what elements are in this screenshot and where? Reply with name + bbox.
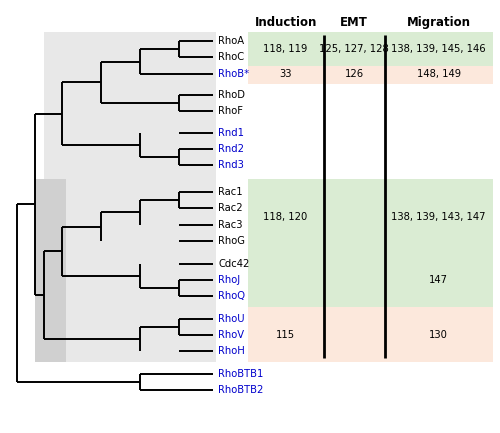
Bar bbox=[34, 179, 216, 362]
Text: Induction: Induction bbox=[254, 16, 317, 29]
Text: RhoF: RhoF bbox=[218, 107, 244, 116]
Text: RhoU: RhoU bbox=[218, 313, 245, 323]
Text: RhoA: RhoA bbox=[218, 36, 244, 46]
Text: RhoV: RhoV bbox=[218, 330, 244, 340]
Text: 138, 139, 145, 146: 138, 139, 145, 146 bbox=[392, 44, 486, 55]
Text: Rac1: Rac1 bbox=[218, 187, 243, 197]
Text: RhoC: RhoC bbox=[218, 52, 244, 62]
Text: Rac2: Rac2 bbox=[218, 204, 243, 213]
Text: RhoG: RhoG bbox=[218, 236, 246, 246]
Text: Rnd3: Rnd3 bbox=[218, 160, 244, 170]
Text: Rnd1: Rnd1 bbox=[218, 128, 244, 138]
Bar bbox=[66, 179, 216, 252]
Text: RhoJ: RhoJ bbox=[218, 275, 240, 285]
Text: 126: 126 bbox=[344, 69, 364, 79]
Bar bbox=[248, 66, 492, 84]
Text: RhoBTB2: RhoBTB2 bbox=[218, 385, 264, 395]
Text: RhoQ: RhoQ bbox=[218, 291, 246, 301]
Text: RhoBTB1: RhoBTB1 bbox=[218, 369, 264, 379]
Text: Rac3: Rac3 bbox=[218, 220, 243, 229]
Bar bbox=[66, 307, 216, 362]
Text: RhoH: RhoH bbox=[218, 346, 245, 356]
Text: 138, 139, 143, 147: 138, 139, 143, 147 bbox=[392, 211, 486, 222]
Text: 130: 130 bbox=[429, 330, 448, 340]
Bar bbox=[248, 307, 492, 362]
Text: 147: 147 bbox=[429, 275, 448, 285]
Text: RhoD: RhoD bbox=[218, 90, 246, 100]
Bar bbox=[248, 32, 492, 66]
Text: RhoB*: RhoB* bbox=[218, 69, 250, 79]
Bar bbox=[66, 252, 216, 307]
Bar bbox=[248, 252, 492, 307]
Text: Migration: Migration bbox=[406, 16, 470, 29]
Bar bbox=[44, 32, 216, 179]
Text: 118, 120: 118, 120 bbox=[264, 211, 308, 222]
Bar bbox=[248, 179, 492, 252]
Text: EMT: EMT bbox=[340, 16, 368, 29]
Text: Rnd2: Rnd2 bbox=[218, 144, 244, 154]
Text: Cdc42: Cdc42 bbox=[218, 259, 250, 268]
Text: 33: 33 bbox=[280, 69, 292, 79]
Text: 115: 115 bbox=[276, 330, 295, 340]
Text: 148, 149: 148, 149 bbox=[416, 69, 461, 79]
Text: 125, 127, 128: 125, 127, 128 bbox=[320, 44, 389, 55]
Text: 118, 119: 118, 119 bbox=[264, 44, 308, 55]
